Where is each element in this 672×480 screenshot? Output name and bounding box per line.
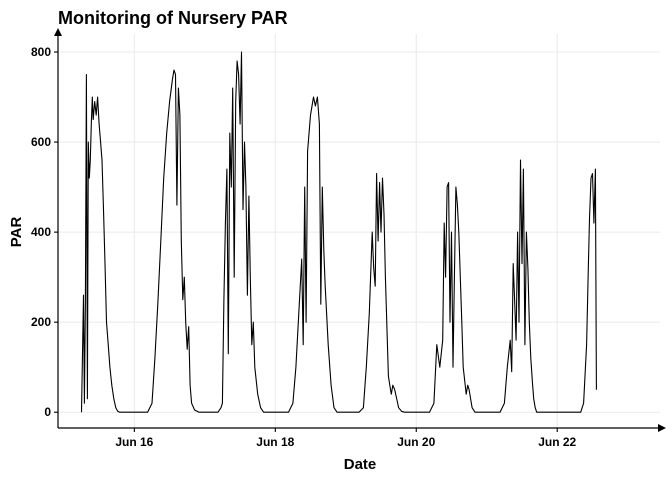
y-axis-title: PAR xyxy=(8,217,25,248)
y-axis-arrowhead xyxy=(54,28,62,36)
series-line xyxy=(80,51,597,413)
x-tick-label: Jun 22 xyxy=(538,435,576,449)
x-tick-label: Jun 16 xyxy=(115,435,153,449)
y-tick-label: 400 xyxy=(31,225,51,239)
chart-title: Monitoring of Nursery PAR xyxy=(58,8,288,28)
axes xyxy=(54,28,666,432)
y-tick-label: 600 xyxy=(31,135,51,149)
x-axis-title: Date xyxy=(344,456,377,473)
x-tick-label: Jun 18 xyxy=(256,435,294,449)
y-tick-label: 0 xyxy=(44,405,51,419)
tick-group: 0 200 400 600 800 Jun 16 Jun 18 Jun 20 Jun 22 xyxy=(31,45,577,449)
y-tick-label: 200 xyxy=(31,315,51,329)
y-tick-label: 800 xyxy=(31,45,51,59)
x-axis-arrowhead xyxy=(658,424,666,432)
grid xyxy=(58,34,660,428)
x-tick-label: Jun 20 xyxy=(397,435,435,449)
